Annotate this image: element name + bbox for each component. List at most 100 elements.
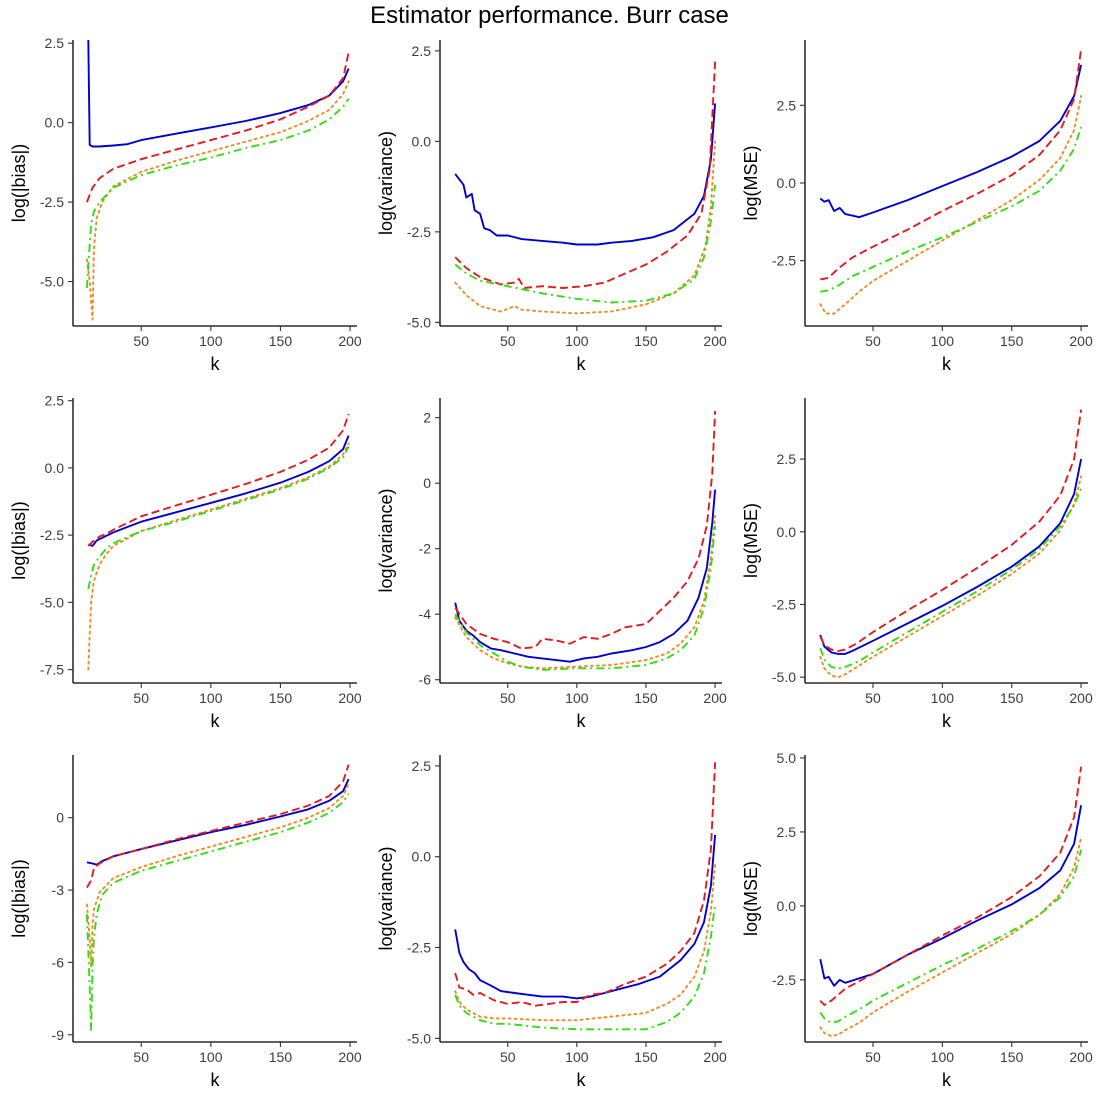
x-tick-label: 200 bbox=[703, 690, 727, 706]
x-tick-label: 200 bbox=[338, 690, 362, 706]
series-dashdot-line bbox=[87, 445, 350, 590]
y-tick-label: -7.5 bbox=[40, 662, 64, 678]
y-axis-title: log(variance) bbox=[376, 488, 396, 592]
series-dashed-line bbox=[819, 766, 1083, 1006]
y-tick-label: 0.0 bbox=[45, 460, 65, 476]
y-axis-title: log(MSE) bbox=[741, 861, 761, 936]
x-axis-title: k bbox=[577, 1070, 587, 1090]
series-dashdot-line bbox=[85, 793, 350, 1031]
series-solid-line bbox=[454, 489, 717, 663]
series-dashdot-line bbox=[454, 184, 717, 304]
y-tick-label: -2.5 bbox=[772, 596, 796, 612]
y-axis-title: log(|bias|) bbox=[9, 144, 29, 222]
x-axis-title: k bbox=[577, 354, 587, 374]
series-dotted-line bbox=[87, 442, 350, 671]
x-tick-label: 100 bbox=[199, 690, 223, 706]
y-tick-label: -2.5 bbox=[772, 972, 796, 988]
series-dotted-line bbox=[819, 836, 1083, 1038]
panel-r1-c3: 50 100 150 200 -2.5 0.0 2.5 k log(MSE) bbox=[741, 40, 1093, 374]
x-axis-title: k bbox=[942, 1070, 952, 1090]
y-tick-label: -5.0 bbox=[40, 274, 64, 290]
x-tick-label: 50 bbox=[865, 333, 881, 349]
x-tick-label: 100 bbox=[931, 690, 955, 706]
y-tick-label: 0.0 bbox=[777, 524, 797, 540]
y-tick-label: -6 bbox=[419, 672, 432, 688]
y-tick-label: -3 bbox=[52, 882, 65, 898]
panel-r3-c2: 50 100 150 200 -5.0 -2.5 0.0 2.5 k log(variance) bbox=[376, 755, 727, 1090]
y-tick-label: -5.0 bbox=[407, 1030, 431, 1046]
y-axis-title: log(MSE) bbox=[741, 503, 761, 578]
y-tick-label: -2.5 bbox=[772, 253, 796, 269]
x-tick-label: 100 bbox=[199, 333, 223, 349]
y-tick-label: 2.5 bbox=[412, 758, 432, 774]
x-axis-title: k bbox=[211, 1070, 221, 1090]
series-dotted-line bbox=[454, 863, 717, 1022]
panel-r3-c1: 50 100 150 200 -9 -6 -3 0 k log(|bias|) bbox=[9, 755, 362, 1090]
x-tick-label: 150 bbox=[634, 1049, 658, 1065]
x-tick-label: 150 bbox=[269, 1049, 293, 1065]
series-solid-line bbox=[819, 805, 1083, 987]
y-tick-label: 0 bbox=[56, 810, 64, 826]
y-tick-label: 0.0 bbox=[412, 849, 432, 865]
y-tick-label: -5.0 bbox=[772, 669, 796, 685]
series-dashed-line bbox=[819, 409, 1083, 652]
x-tick-label: 50 bbox=[133, 1049, 149, 1065]
x-tick-label: 200 bbox=[338, 1049, 362, 1065]
y-tick-label: 2.5 bbox=[45, 35, 65, 51]
x-tick-label: 100 bbox=[565, 333, 589, 349]
y-tick-label: 5.0 bbox=[777, 750, 797, 766]
x-tick-label: 50 bbox=[865, 1049, 881, 1065]
x-tick-label: 50 bbox=[500, 690, 516, 706]
series-dotted-line bbox=[819, 475, 1083, 679]
series-solid-line bbox=[819, 458, 1083, 655]
series-dotted-line bbox=[454, 140, 717, 315]
x-tick-label: 100 bbox=[565, 690, 589, 706]
y-tick-label: -9 bbox=[52, 1027, 65, 1043]
series-solid-line bbox=[819, 64, 1083, 219]
x-tick-label: 200 bbox=[1069, 333, 1093, 349]
y-tick-label: 0.0 bbox=[777, 175, 797, 191]
series-dotted-line bbox=[454, 514, 717, 670]
series-dashed-line bbox=[86, 52, 350, 203]
series-dashdot-line bbox=[85, 98, 350, 288]
x-tick-label: 150 bbox=[1000, 1049, 1024, 1065]
y-tick-label: -2.5 bbox=[40, 527, 64, 543]
y-tick-label: 2.5 bbox=[412, 43, 432, 59]
x-tick-label: 150 bbox=[269, 690, 293, 706]
x-axis-title: k bbox=[211, 354, 221, 374]
y-tick-label: -2 bbox=[419, 541, 432, 557]
x-tick-label: 150 bbox=[269, 333, 293, 349]
panel-r1-c1: 50 100 150 200 -5.0 -2.5 0.0 2.5 k log(|bias|) bbox=[9, 35, 362, 374]
series-dotted-line bbox=[85, 782, 350, 969]
series-dashed-line bbox=[454, 411, 717, 650]
figure-title: Estimator performance. Burr case bbox=[370, 2, 729, 29]
x-tick-label: 50 bbox=[133, 333, 149, 349]
x-axis-title: k bbox=[577, 711, 587, 731]
y-tick-label: -5.0 bbox=[407, 314, 431, 330]
x-tick-label: 200 bbox=[1069, 1049, 1093, 1065]
x-tick-label: 100 bbox=[931, 333, 955, 349]
y-tick-label: 2.5 bbox=[45, 393, 65, 409]
y-tick-label: -5.0 bbox=[40, 594, 64, 610]
panel-r2-c3: 50 100 150 200 -5.0 -2.5 0.0 2.5 k log(MSE) bbox=[741, 398, 1093, 731]
x-tick-label: 150 bbox=[1000, 333, 1024, 349]
x-axis-title: k bbox=[942, 711, 952, 731]
y-tick-label: 2.5 bbox=[777, 451, 797, 467]
y-tick-label: 2.5 bbox=[777, 97, 797, 113]
y-tick-label: -2.5 bbox=[407, 224, 431, 240]
series-dashdot-line bbox=[454, 903, 717, 1031]
x-tick-label: 150 bbox=[1000, 690, 1024, 706]
x-tick-label: 100 bbox=[931, 1049, 955, 1065]
y-tick-label: -2.5 bbox=[40, 194, 64, 210]
series-dashed-line bbox=[454, 61, 717, 289]
series-dashdot-line bbox=[454, 525, 717, 671]
series-dashdot-line bbox=[820, 126, 1083, 293]
series-solid-line bbox=[454, 834, 717, 1000]
y-tick-label: 0 bbox=[423, 475, 431, 491]
x-tick-label: 50 bbox=[500, 333, 516, 349]
y-axis-title: log(|bias|) bbox=[9, 859, 29, 937]
panel-r2-c2: 50 100 150 200 -6 -4 -2 0 2 k log(variance) bbox=[376, 398, 727, 731]
x-tick-label: 50 bbox=[865, 690, 881, 706]
x-tick-label: 100 bbox=[199, 1049, 223, 1065]
